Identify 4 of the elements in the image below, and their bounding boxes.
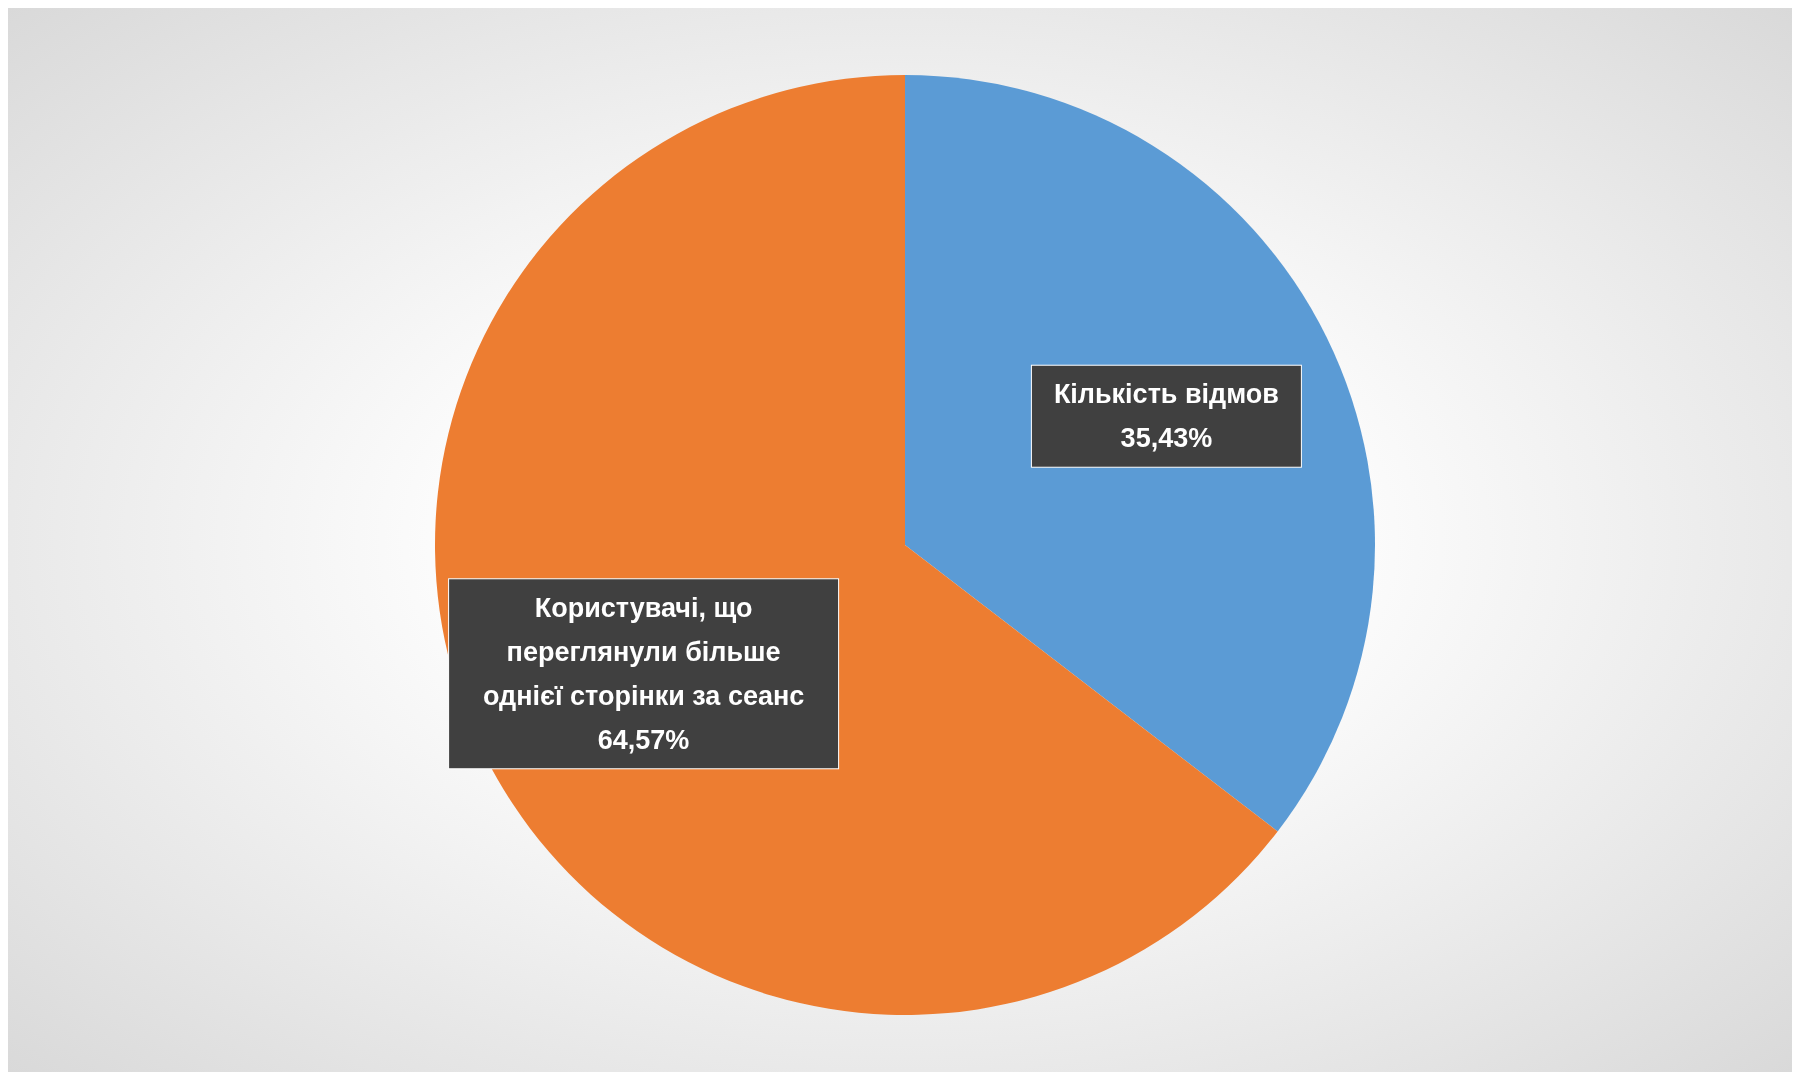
slice-label: Кількість відмов [1053,379,1279,410]
data-label: 64,57% [597,724,690,755]
slice-label: Користувачі, що переглянули більше однієї сторінки за сеанс [482,592,805,711]
data-label: 35,43% [1120,423,1213,454]
